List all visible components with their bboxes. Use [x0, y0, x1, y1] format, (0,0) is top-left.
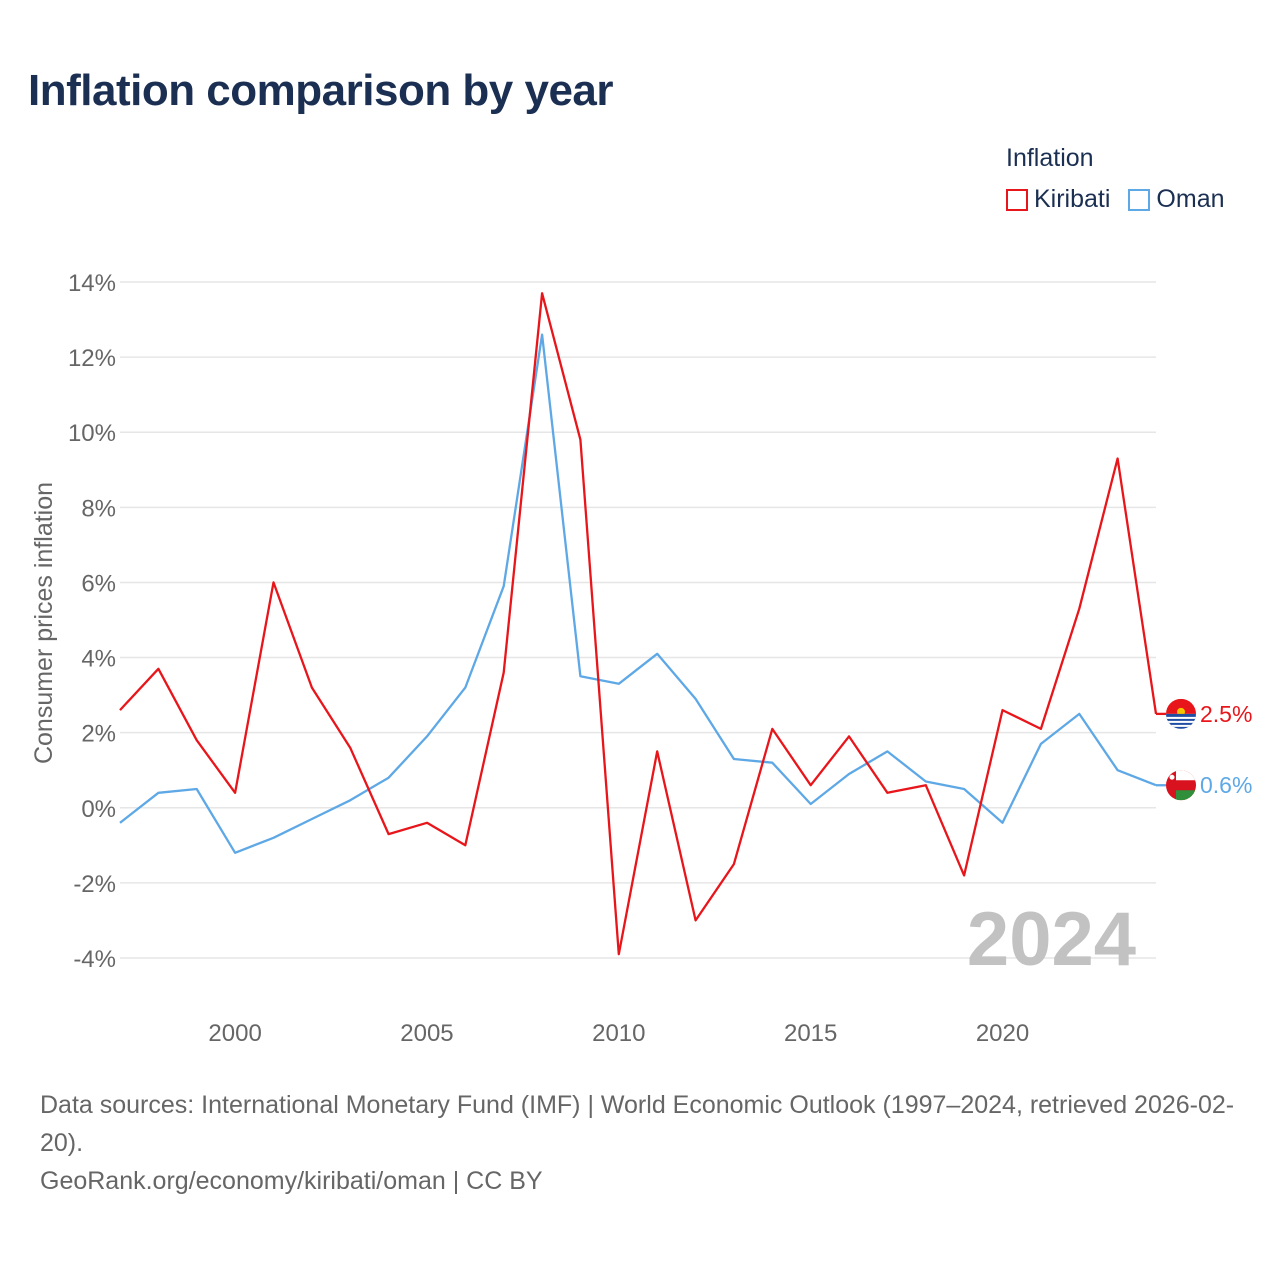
y-tick-label: 6%: [81, 570, 116, 597]
x-tick-label: 2020: [976, 1020, 1029, 1047]
series-line-kiribati: [119, 292, 1158, 956]
series-end-labels: 2.5% 0.6%: [1156, 698, 1252, 801]
y-tick-label: -4%: [73, 946, 116, 973]
y-tick-label: 14%: [68, 270, 116, 297]
series-lines: [119, 292, 1158, 956]
year-watermark: 2024: [967, 897, 1136, 982]
x-tick-label: 2000: [208, 1020, 261, 1047]
legend-swatch-oman: [1128, 188, 1151, 211]
flag-white-band: [1176, 770, 1196, 781]
source-line-1: Data sources: International Monetary Fun…: [40, 1091, 1235, 1157]
legend-item-kiribati[interactable]: Kiribati: [1006, 185, 1110, 214]
y-axis-ticks: -4% -2% 0% 2% 4% 6% 8% 10% 12% 14%: [68, 270, 116, 973]
legend-label-kiribati: Kiribati: [1034, 185, 1111, 213]
chart-title: Inflation comparison by year: [28, 66, 614, 115]
y-tick-label: -2%: [73, 871, 116, 898]
flag-wave: [1166, 716, 1196, 719]
source-line-2[interactable]: GeoRank.org/economy/kiribati/oman | CC B…: [40, 1167, 543, 1195]
flag-body: [1166, 770, 1196, 801]
oman-flag-icon: [1166, 770, 1196, 801]
source-note: Data sources: International Monetary Fun…: [40, 1086, 1250, 1200]
y-tick-label: 4%: [81, 646, 116, 673]
kiribati-flag-icon: [1166, 698, 1196, 729]
x-tick-label: 2010: [592, 1020, 645, 1047]
legend-swatch-kiribati: [1006, 188, 1028, 211]
legend-label-oman: Oman: [1156, 185, 1225, 213]
x-tick-label: 2015: [784, 1020, 837, 1047]
grid-lines: [120, 281, 1156, 959]
y-tick-label: 0%: [81, 796, 116, 823]
y-tick-label: 2%: [81, 721, 116, 748]
x-axis-ticks: 2000 2005 2010 2015 2020: [208, 1020, 1029, 1047]
flag-wave: [1166, 724, 1196, 727]
y-tick-label: 8%: [81, 495, 116, 522]
y-axis-label: Consumer prices inflation: [30, 482, 58, 764]
flag-body: [1166, 698, 1196, 729]
end-value-label-kiribati: 2.5%: [1200, 701, 1252, 727]
flag-wave: [1166, 720, 1196, 723]
legend-item-oman[interactable]: Oman: [1128, 185, 1225, 214]
legend: Inflation Kiribati Oman: [1006, 144, 1225, 214]
y-tick-label: 12%: [68, 345, 116, 372]
legend-title: Inflation: [1006, 144, 1094, 172]
flag-green-band: [1176, 790, 1196, 801]
flag-emblem: [1169, 774, 1175, 780]
line-chart: -4%-2%0%2%4%6%8%10%12%14% 2000 2005 2010 20…: [30, 270, 1252, 1047]
end-value-label-oman: 0.6%: [1200, 772, 1252, 798]
y-tick-label: 10%: [68, 420, 116, 447]
series-line-oman: [119, 333, 1157, 854]
flag-red-sky: [1166, 698, 1196, 714]
x-tick-label: 2005: [400, 1020, 453, 1047]
